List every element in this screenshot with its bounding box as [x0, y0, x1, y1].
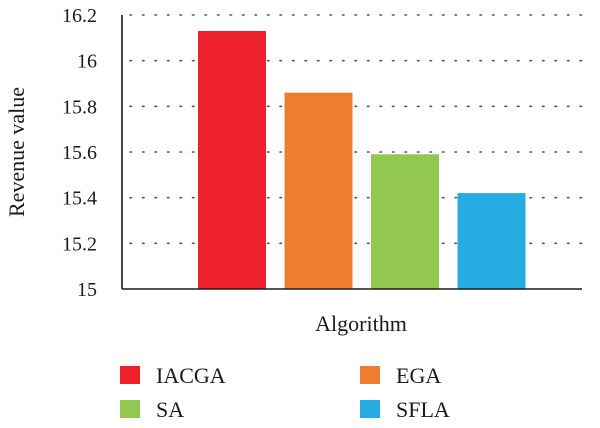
- bar-iacga: [198, 30, 266, 289]
- legend-swatch-iacga: [120, 366, 140, 384]
- y-tick-label: 16.2: [62, 5, 97, 27]
- y-tick-labels: 15 15.2 15.4 15.6 15.8 16 16.2: [62, 5, 97, 301]
- y-tick-label: 15.8: [62, 96, 97, 118]
- legend-label-iacga: IACGA: [156, 363, 226, 388]
- bar-ega: [284, 92, 353, 289]
- bar-sfla: [457, 193, 526, 289]
- y-tick-label: 15.2: [62, 233, 97, 255]
- legend-label-sfla: SFLA: [396, 397, 450, 422]
- y-tick-label: 16: [77, 51, 97, 73]
- legend-label-ega: EGA: [396, 363, 441, 388]
- legend-swatch-sfla: [360, 400, 380, 418]
- y-tick-label: 15.6: [62, 142, 97, 164]
- y-axis-title: Revenue value: [4, 87, 29, 217]
- axes: [121, 15, 582, 290]
- legend-swatch-ega: [360, 366, 380, 384]
- bar-sa: [371, 154, 439, 289]
- y-tick-label: 15.4: [62, 188, 97, 210]
- bars: [198, 30, 526, 289]
- y-tick-label: 15: [77, 279, 97, 301]
- legend: IACGA EGA SA SFLA: [120, 363, 450, 422]
- legend-label-sa: SA: [156, 397, 184, 422]
- legend-swatch-sa: [120, 400, 140, 418]
- x-axis-title: Algorithm: [315, 311, 407, 336]
